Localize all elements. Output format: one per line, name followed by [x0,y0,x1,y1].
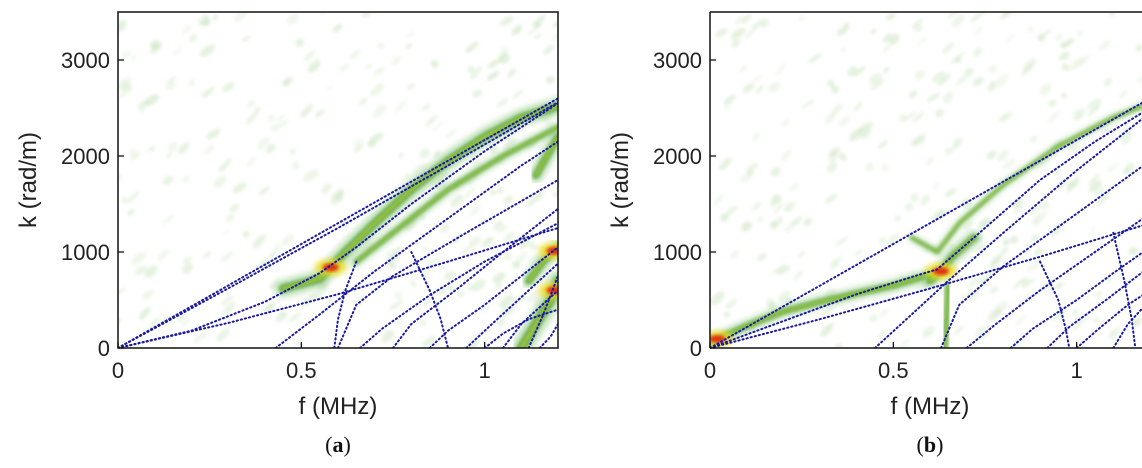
dispersion-curve [337,179,558,348]
x-tick-label: 0.5 [286,358,317,383]
y-tick-label: 0 [98,336,110,361]
panel-a-frame [117,11,559,349]
energy-ridge [351,122,558,267]
dispersion-curve [392,207,558,348]
dispersion-curve [1112,231,1137,348]
y-tick-label: 0 [690,336,702,361]
dispersion-curve [710,224,1142,348]
dispersion-curve [710,101,1142,348]
dispersion-curve [1039,260,1071,348]
dispersion-curve [940,165,1142,348]
dispersion-curve [965,217,1142,348]
dispersion-curve [465,262,558,348]
y-tick-label: 1000 [653,240,702,265]
dispersion-curve [359,222,558,348]
panel-a-ylabel: k (rad/m) [15,132,42,228]
y-tick-label: 2000 [653,144,702,169]
energy-peak [538,242,558,259]
panel-a-ticks: 0 0.5 1 0 1000 2000 3000 [61,48,491,383]
dispersion-curve [118,97,558,348]
y-tick-label: 2000 [61,144,110,169]
dispersion-curve [333,260,358,348]
panel-b-caption-letter: b [924,432,936,457]
dispersion-curve [118,102,558,348]
x-tick-label: 0 [704,358,716,383]
panel-a-plot [118,12,558,348]
x-tick-label: 1 [479,358,491,383]
panel-b-ylabel: k (rad/m) [607,132,634,228]
energy-ridge [710,268,937,348]
dispersion-curve [538,323,558,348]
panel-b: 0 0.5 1 0 1000 2000 3000 f (MHz) k (rad/m) (b) [607,11,1142,457]
dispersion-curve [410,251,449,348]
dispersion-curve [1009,251,1142,348]
panel-b-ticks: 0 0.5 1 0 1000 2000 3000 [653,48,1083,383]
plot-background [118,12,558,348]
panel-a-xlabel: f (MHz) [299,393,378,420]
dispersion-curve [1112,307,1142,348]
panel-a: 0 0.5 1 0 1000 2000 3000 f (MHz) k (rad/m) (a) [15,11,559,457]
panel-b-plot [710,12,1142,348]
y-tick-label: 3000 [61,48,110,73]
y-tick-label: 3000 [653,48,702,73]
background-noise [710,12,1142,348]
x-tick-label: 0.5 [878,358,909,383]
dispersion-curve [118,227,558,348]
panel-a-caption-letter: a [333,432,344,457]
panel-a-caption: (a) [325,432,351,457]
dispersion-curve [118,101,558,348]
energy-ridge [907,102,1142,256]
dispersion-curve [428,246,558,348]
dispersion-curve [483,308,558,348]
dispersion-curve [274,140,558,348]
dispersion-curve [710,111,1142,348]
x-tick-label: 1 [1071,358,1083,383]
dispersion-curve [527,275,558,348]
y-tick-label: 1000 [61,240,110,265]
dispersion-curve [1075,294,1142,348]
x-tick-label: 0 [112,358,124,383]
panel-b-caption: (b) [917,432,944,457]
dispersion-curve [874,117,1142,348]
panel-b-xlabel: f (MHz) [891,393,970,420]
